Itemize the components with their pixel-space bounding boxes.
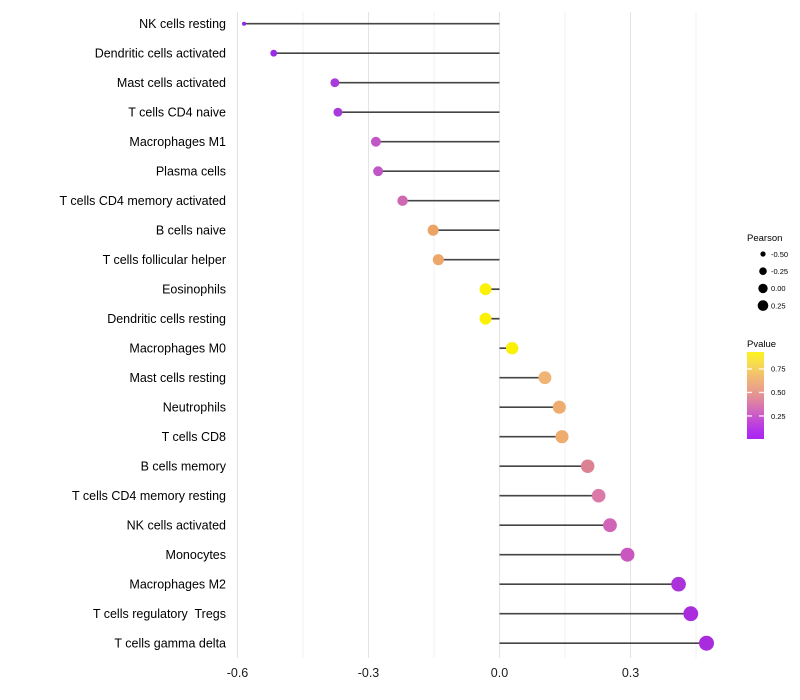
y-axis-label: Dendritic cells activated: [95, 47, 226, 61]
y-axis-label: Macrophages M0: [129, 342, 226, 356]
size-legend-label: -0.25: [771, 267, 788, 276]
data-point: [427, 224, 439, 236]
color-legend-title: Pvalue: [747, 339, 776, 350]
data-point: [683, 606, 699, 622]
data-point: [603, 518, 617, 533]
data-point: [552, 400, 566, 414]
gridlines: [236, 12, 697, 658]
color-legend-items: 0.75 0.50 0.25: [747, 365, 786, 421]
y-axis-label: T cells CD4 naive: [128, 106, 226, 120]
data-point: [698, 635, 714, 651]
color-legend-label: 0.50: [771, 388, 786, 397]
data-point: [397, 195, 408, 206]
data-point: [555, 430, 569, 444]
x-axis-tick-labels: -0.6 -0.3 0.0 0.3: [227, 666, 640, 680]
data-point: [580, 459, 595, 473]
size-legend-label: 0.00: [771, 284, 786, 293]
data-point: [591, 488, 606, 503]
data-point: [330, 78, 340, 88]
data-points: [242, 21, 714, 651]
x-axis-tick-label: 0.3: [622, 666, 639, 680]
size-legend-dot: [759, 267, 767, 276]
color-gradient-bar: [747, 352, 764, 439]
size-legend-dot: [760, 251, 766, 257]
data-point: [505, 342, 519, 355]
size-legend-dot: [757, 300, 769, 311]
size-legend-items: -0.50 -0.25 0.00 0.25: [757, 250, 788, 311]
x-axis-tick-label: -0.6: [227, 666, 249, 680]
y-axis-label: B cells memory: [141, 460, 227, 474]
size-legend-title: Pearson: [747, 233, 782, 244]
y-axis-label: NK cells activated: [127, 519, 226, 533]
data-point: [479, 283, 492, 296]
y-axis-label: B cells naive: [156, 224, 226, 238]
y-axis-label: Dendritic cells resting: [107, 312, 226, 326]
y-axis-label: Neutrophils: [163, 401, 226, 415]
color-legend-label: 0.25: [771, 412, 786, 421]
data-point: [671, 576, 686, 592]
y-axis-labels: NK cells resting Dendritic cells activate…: [60, 17, 227, 651]
x-axis-tick-label: 0.0: [491, 666, 508, 680]
y-axis-label: T cells follicular helper: [103, 253, 226, 267]
y-axis-label: Macrophages M2: [129, 578, 226, 592]
data-point: [370, 136, 381, 147]
data-point: [620, 547, 635, 562]
lollipop-stems: [244, 22, 707, 645]
color-legend-label: 0.75: [771, 365, 786, 374]
y-axis-label: Eosinophils: [162, 283, 226, 297]
x-axis-tick-label: -0.3: [358, 666, 380, 680]
data-point: [270, 49, 278, 57]
y-axis-label: NK cells resting: [139, 17, 226, 31]
data-point: [242, 21, 247, 26]
data-point: [333, 107, 343, 117]
y-axis-label: Macrophages M1: [129, 135, 226, 149]
data-point: [373, 166, 384, 177]
y-axis-label: Monocytes: [166, 548, 226, 562]
y-axis-label: Mast cells resting: [129, 371, 226, 385]
size-legend-label: -0.50: [771, 250, 788, 259]
data-point: [432, 254, 444, 266]
y-axis-label: T cells regulatory Tregs: [93, 607, 226, 621]
y-axis-label: T cells CD8: [162, 430, 226, 444]
y-axis-label: T cells CD4 memory resting: [72, 489, 226, 503]
legend: Pearson -0.50-0.250.000.25 Pvalue 0.750.…: [747, 233, 788, 439]
data-point: [479, 312, 492, 325]
y-axis-label: Plasma cells: [156, 165, 226, 179]
y-axis-label: Mast cells activated: [117, 76, 226, 90]
y-axis-label: T cells CD4 memory activated: [60, 194, 227, 208]
data-point: [538, 371, 552, 385]
y-axis-label: T cells gamma delta: [114, 637, 226, 651]
size-legend-label: 0.25: [771, 301, 786, 310]
size-legend-dot: [758, 283, 768, 294]
